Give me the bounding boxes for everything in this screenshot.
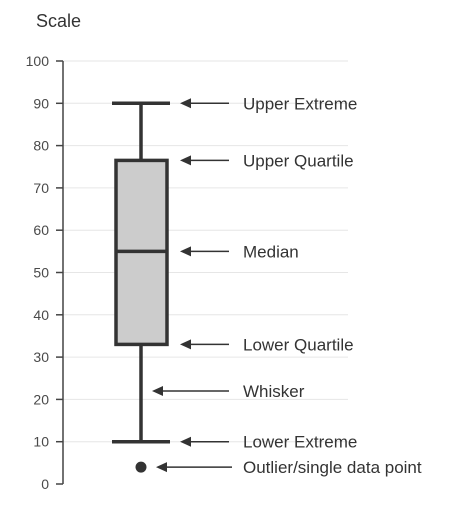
annotation-arrow-head bbox=[156, 462, 167, 473]
annotation-label: Lower Extreme bbox=[243, 433, 357, 452]
annotation-arrow-head bbox=[180, 246, 191, 257]
annotation-label: Outlier/single data point bbox=[243, 458, 422, 477]
annotations: Upper Extreme Upper Quartile Median Lower Q… bbox=[152, 94, 422, 477]
y-tick-label: 40 bbox=[33, 307, 49, 323]
y-tick-label: 10 bbox=[33, 434, 49, 450]
annotation-label: Whisker bbox=[243, 382, 305, 401]
annotation-label: Upper Quartile bbox=[243, 151, 354, 170]
annotation-arrow-head bbox=[180, 436, 191, 447]
y-tick-label: 70 bbox=[33, 180, 49, 196]
y-tick-label: 100 bbox=[26, 53, 50, 69]
annotation: Outlier/single data point bbox=[156, 458, 422, 477]
annotation: Median bbox=[180, 242, 299, 261]
annotation-arrow-head bbox=[180, 98, 191, 109]
y-tick-label: 60 bbox=[33, 222, 49, 238]
y-axis: 0 10 20 30 40 50 60 70 80 90 100 bbox=[26, 53, 64, 492]
y-tick-label: 90 bbox=[33, 95, 49, 111]
annotation-arrow-head bbox=[152, 385, 163, 396]
annotation-arrow-head bbox=[180, 339, 191, 350]
annotation: Upper Quartile bbox=[180, 151, 354, 170]
annotation: Lower Quartile bbox=[180, 335, 354, 354]
annotation-label: Lower Quartile bbox=[243, 335, 354, 354]
annotation: Upper Extreme bbox=[180, 94, 357, 113]
y-tick-label: 20 bbox=[33, 391, 49, 407]
y-tick-label: 80 bbox=[33, 138, 49, 154]
outlier-point bbox=[135, 461, 147, 473]
box-plot bbox=[112, 101, 170, 473]
annotation-arrow-head bbox=[180, 155, 191, 166]
annotation: Whisker bbox=[152, 382, 305, 401]
annotation-label: Median bbox=[243, 242, 299, 261]
y-tick-label: 30 bbox=[33, 349, 49, 365]
annotation: Lower Extreme bbox=[180, 433, 357, 452]
scale-label: Scale bbox=[36, 11, 81, 31]
annotation-label: Upper Extreme bbox=[243, 94, 357, 113]
y-tick-label: 50 bbox=[33, 265, 49, 281]
y-tick-label: 0 bbox=[41, 476, 49, 492]
